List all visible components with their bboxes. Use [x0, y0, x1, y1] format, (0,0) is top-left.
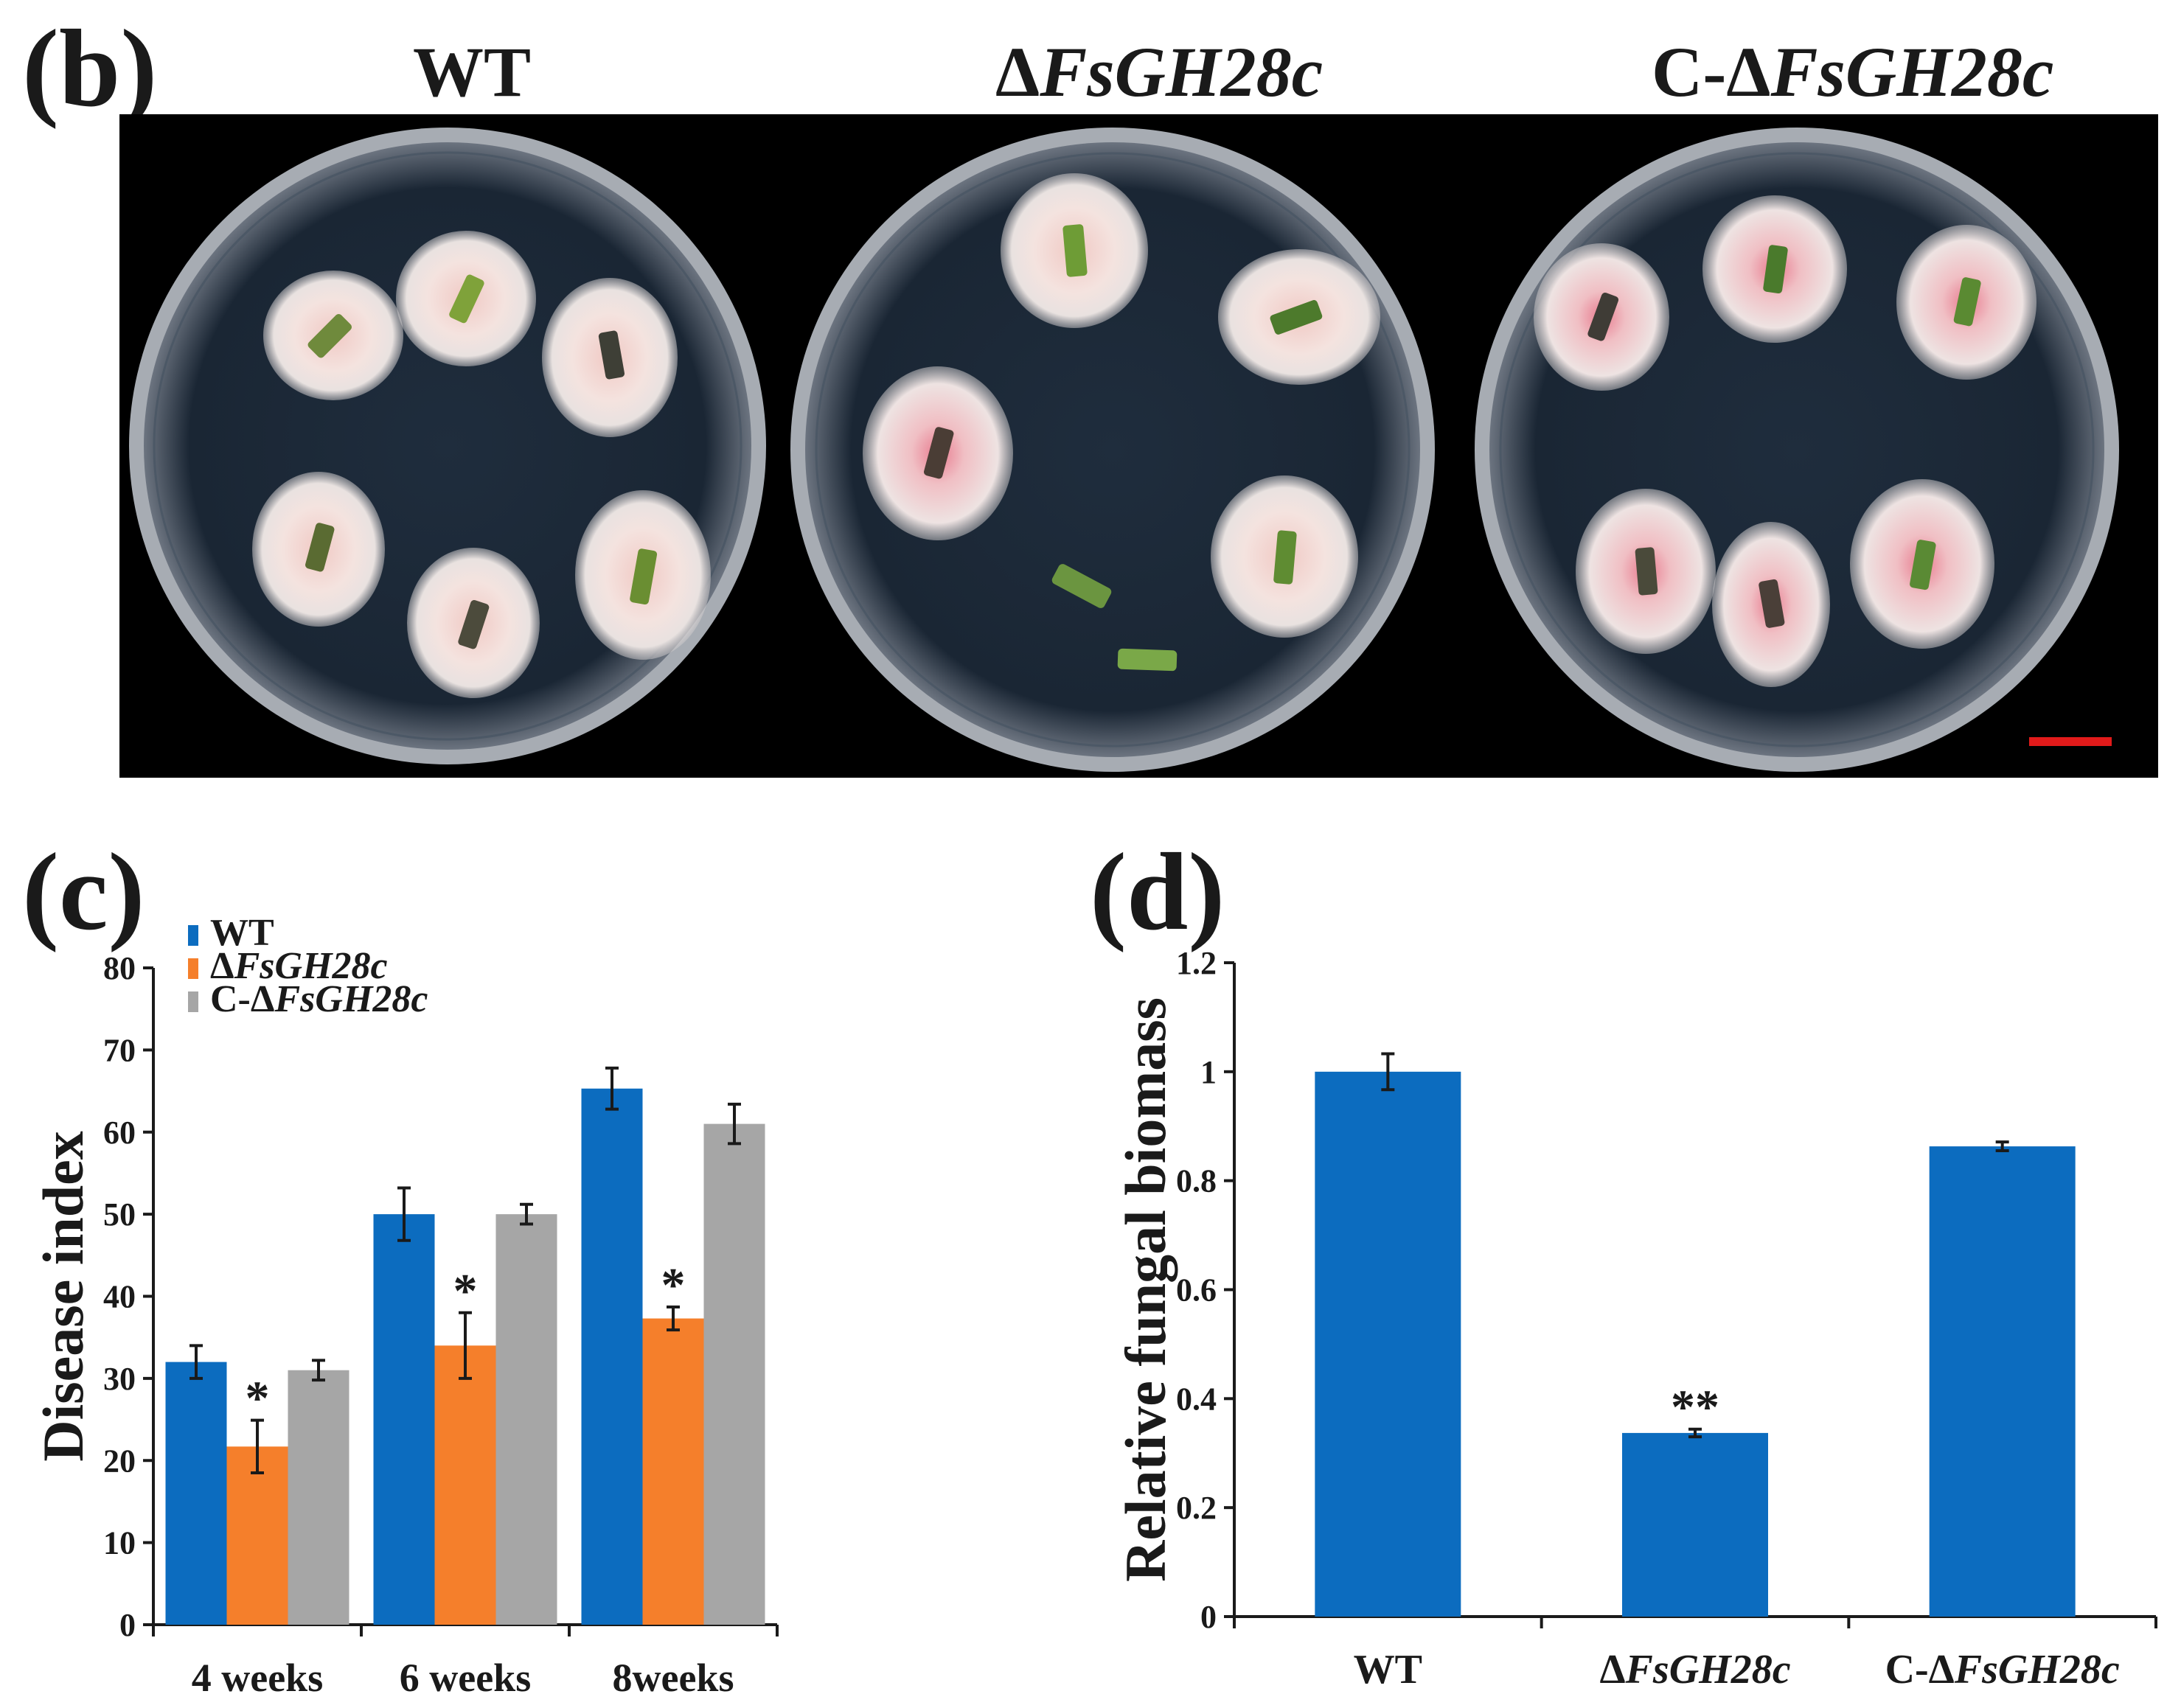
y-tick-label: 10	[103, 1525, 136, 1561]
strain-title-name: FsGH28c	[1040, 32, 1323, 111]
y-axis-label: Disease index	[31, 1131, 95, 1462]
legend-swatch	[188, 958, 198, 979]
y-tick-label: 40	[103, 1279, 136, 1315]
legend-swatch	[188, 991, 198, 1012]
y-tick-label: 1	[1200, 1054, 1217, 1090]
bar	[581, 1088, 643, 1625]
x-tick-label-part: 6 weeks	[400, 1656, 531, 1700]
x-tick-label: ΔFsGH28c	[1599, 1647, 1790, 1693]
x-tick-label: 8weeks	[613, 1656, 734, 1700]
x-tick-label-part: 4 weeks	[192, 1656, 323, 1700]
x-tick-label: 4 weeks	[192, 1656, 323, 1700]
y-tick-label: 30	[103, 1361, 136, 1397]
strain-title-wt: WT	[413, 37, 531, 108]
x-tick-label-part: Δ	[1599, 1647, 1625, 1693]
legend-label-part: FsGH28c	[274, 978, 428, 1020]
strain-title-complement: C-ΔFsGH28c	[1652, 37, 2053, 108]
petri-dish-wt	[129, 128, 766, 764]
legend-label-part: C-Δ	[210, 978, 274, 1020]
fungal-biomass-chart: 0 0.2 0.4 0.6 0.8 1 1.2 Relative fungal biomass…	[1113, 945, 2157, 1693]
y-tick-label: 0.4	[1176, 1381, 1217, 1417]
petri-dish-illustration	[129, 128, 2119, 772]
petri-dish-mutant	[790, 128, 1435, 772]
y-tick-label: 0.2	[1176, 1490, 1217, 1526]
legend-label-part: FsGH28c	[234, 945, 388, 987]
y-tick-label: 60	[103, 1115, 136, 1151]
legend-swatch	[188, 925, 198, 946]
significance-marker: *	[453, 1264, 478, 1318]
y-tick-label: 0.8	[1176, 1163, 1217, 1199]
legend-label: ΔFsGH28c	[210, 945, 388, 987]
y-axis-label: Relative fungal biomass	[1113, 997, 1178, 1582]
scale-bar	[2029, 737, 2112, 746]
strain-title-prefix: C-Δ	[1652, 32, 1771, 111]
x-tick-label-part: C-Δ	[1885, 1647, 1955, 1693]
legend-label-part: WT	[210, 912, 274, 954]
x-tick-label-part: FsGH28c	[1625, 1647, 1791, 1693]
legend-label: C-ΔFsGH28c	[210, 978, 428, 1020]
y-tick-label: 0	[119, 1607, 136, 1643]
panel-c-letter: (c)	[22, 831, 145, 953]
strain-title-prefix: Δ	[995, 32, 1040, 111]
strain-title-name: WT	[413, 32, 532, 111]
x-tick-label-part: WT	[1354, 1647, 1422, 1693]
petri-dish-photo	[119, 114, 2158, 778]
strain-title-name: FsGH28c	[1770, 32, 2054, 111]
y-tick-label: 20	[103, 1443, 136, 1479]
y-tick-label: 0	[1200, 1599, 1217, 1635]
panel-d-letter: (d)	[1090, 831, 1225, 953]
y-tick-label: 80	[103, 950, 136, 986]
y-tick-label: 1.2	[1176, 945, 1217, 981]
bar	[1315, 1071, 1461, 1617]
x-tick-label-part: 8weeks	[613, 1656, 734, 1700]
significance-marker: *	[246, 1372, 270, 1426]
petri-dish-complement	[1475, 128, 2119, 772]
x-tick-label-part: FsGH28c	[1954, 1647, 2120, 1693]
disease-index-chart: 0 10 20 30 40 50 60 70 80 Disease index * * * 4 weeks…	[31, 912, 779, 1700]
significance-marker: **	[1671, 1381, 1719, 1435]
bar	[703, 1123, 765, 1625]
bar	[1622, 1432, 1768, 1617]
legend-label-part: Δ	[210, 945, 234, 987]
bar	[1929, 1146, 2076, 1617]
bar	[434, 1345, 496, 1625]
y-tick-label: 50	[103, 1196, 136, 1233]
strain-title-mutant: ΔFsGH28c	[995, 37, 1323, 108]
significance-marker: *	[661, 1258, 686, 1312]
legend-label: WT	[210, 912, 274, 954]
bar	[288, 1370, 349, 1625]
bar	[165, 1362, 227, 1625]
x-tick-label: 6 weeks	[400, 1656, 531, 1700]
bar	[373, 1214, 435, 1625]
x-tick-label: C-ΔFsGH28c	[1885, 1647, 2120, 1693]
bar	[642, 1318, 704, 1625]
bar	[495, 1214, 557, 1625]
x-tick-label: WT	[1354, 1647, 1422, 1693]
y-tick-label: 70	[103, 1032, 136, 1068]
y-tick-label: 0.6	[1176, 1272, 1217, 1308]
bar	[226, 1446, 288, 1625]
panel-b-letter: (b)	[22, 7, 158, 130]
